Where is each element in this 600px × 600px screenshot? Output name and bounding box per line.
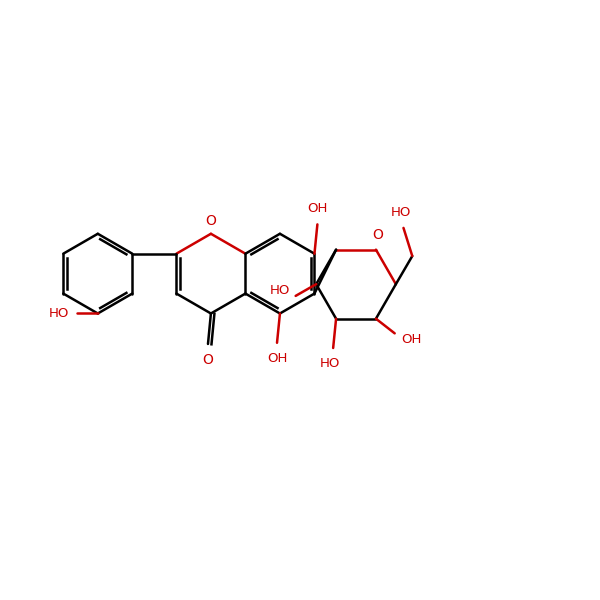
Text: O: O bbox=[205, 214, 217, 228]
Text: OH: OH bbox=[267, 352, 287, 365]
Text: HO: HO bbox=[269, 284, 290, 296]
Text: OH: OH bbox=[307, 202, 328, 215]
Text: O: O bbox=[203, 353, 214, 367]
Text: HO: HO bbox=[49, 307, 69, 320]
Text: O: O bbox=[372, 228, 383, 242]
Text: HO: HO bbox=[320, 358, 340, 370]
Text: HO: HO bbox=[391, 206, 411, 218]
Text: OH: OH bbox=[401, 333, 421, 346]
